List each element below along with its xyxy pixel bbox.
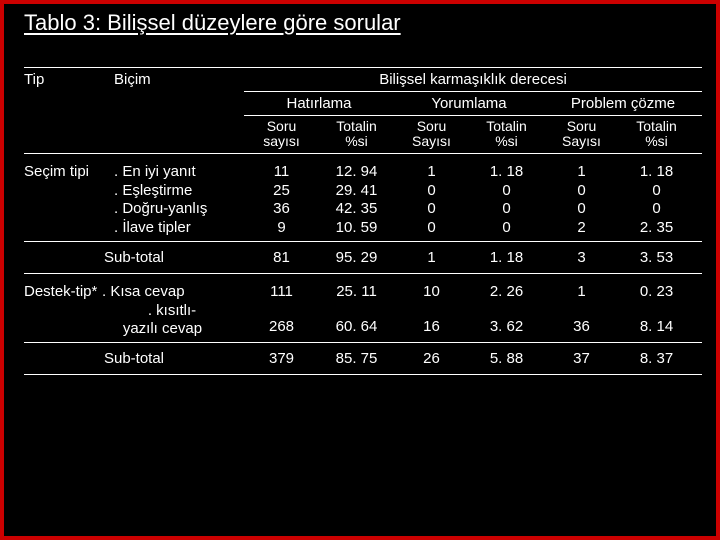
table-row: 2529. 410000 xyxy=(244,182,702,201)
secim-bicim-items: . En iyi yanıt . Eşleştirme . Doğru-yanl… xyxy=(114,163,244,238)
col-bicim-header: Biçim xyxy=(114,71,244,88)
table-row: 11125. 11102. 2610. 23 xyxy=(244,283,702,300)
header-row-2: Hatırlama Yorumlama Problem çözme xyxy=(24,95,702,112)
data-table: Tip Biçim Bilişsel karmaşıklık derecesi … xyxy=(24,64,702,378)
col-tip-header: Tip xyxy=(24,71,114,88)
secim-tipi-label: Seçim tipi xyxy=(24,163,114,180)
subtotal-label: Sub-total xyxy=(24,249,244,266)
table-title: Tablo 3: Bilişsel düzeylere göre sorular xyxy=(24,10,401,36)
soru-sayisi-2a: Soru xyxy=(417,118,447,134)
destek-bicim-items: . Kısa cevap . kısıtlı- yazılı cevap xyxy=(102,283,244,339)
table-row: 1112. 9411. 1811. 18 xyxy=(244,163,702,182)
soru-sayisi-3a: Soru xyxy=(567,118,597,134)
header-row-3: Sorusayısı Totalin%si SoruSayısı Totalin… xyxy=(24,119,702,150)
table-row: 910. 590022. 35 xyxy=(244,219,702,238)
destek-subtotal-row: Sub-total 37985. 75265. 88378. 37 xyxy=(24,346,702,371)
problem-header: Problem çözme xyxy=(544,95,702,112)
secim-subtotal-row: Sub-total 8195. 2911. 1833. 53 xyxy=(24,245,702,270)
destek-tip-label: Destek-tip* xyxy=(24,283,114,300)
totalin-3a: Totalin xyxy=(636,118,676,134)
totalin-1a: Totalin xyxy=(336,118,376,134)
header-row-1: Tip Biçim Bilişsel karmaşıklık derecesi xyxy=(24,71,702,88)
hatirlama-header: Hatırlama xyxy=(244,95,394,112)
complexity-header: Bilişsel karmaşıklık derecesi xyxy=(244,71,702,88)
section-secim: Seçim tipi . En iyi yanıt . Eşleştirme .… xyxy=(24,157,702,238)
subtotal-label: Sub-total xyxy=(24,350,244,367)
yorumlama-header: Yorumlama xyxy=(394,95,544,112)
table-row: 3642. 350000 xyxy=(244,200,702,219)
soru-sayisi-1a: Soru xyxy=(267,118,297,134)
table-row: 26860. 64163. 62368. 14 xyxy=(244,318,702,335)
totalin-2a: Totalin xyxy=(486,118,526,134)
section-destek: Destek-tip* . Kısa cevap . kısıtlı- yazı… xyxy=(24,277,702,339)
